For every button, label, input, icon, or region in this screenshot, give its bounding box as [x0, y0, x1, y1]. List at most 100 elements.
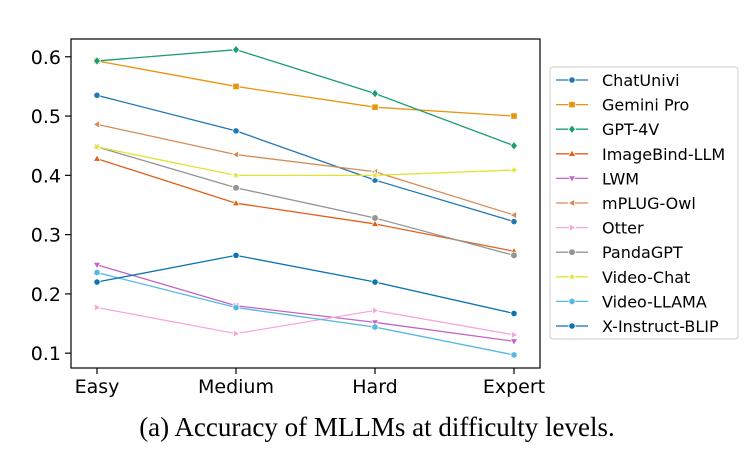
series-line: [96, 146, 515, 256]
data-point: [509, 338, 519, 346]
legend-marker: [568, 76, 576, 84]
data-point: [510, 217, 518, 226]
legend-marker: [567, 175, 577, 184]
data-point: [372, 306, 380, 315]
data-point: [510, 112, 518, 120]
data-point: [232, 303, 240, 312]
legend-label: ImageBind-LLM: [602, 145, 725, 164]
data-point: [92, 154, 102, 162]
series-line: [96, 60, 515, 117]
legend-item: PandaGPT: [556, 243, 683, 262]
legend-item: ChatUnivi: [556, 71, 680, 90]
legend-label: Video-LLAMA: [602, 292, 707, 311]
legend-item: Otter: [556, 219, 644, 238]
data-point: [93, 91, 101, 99]
x-tick-label: Expert: [483, 376, 545, 398]
legend-label: LWM: [602, 169, 639, 188]
data-point: [231, 198, 241, 207]
y-axis: 0.1 0.2 0.3 0.4 0.5 0.6: [31, 47, 71, 365]
series-line: [96, 306, 515, 336]
legend-label: mPLUG-Owl: [602, 194, 696, 213]
series-pandagpt: [93, 143, 518, 260]
legend-item: LWM: [556, 169, 639, 188]
data-point: [371, 103, 379, 111]
data-point: [93, 278, 101, 286]
figure-caption: (a) Accuracy of MLLMs at difficulty leve…: [139, 412, 615, 442]
y-tick-label: 0.2: [31, 284, 61, 306]
series-line: [96, 158, 515, 252]
y-tick-label: 0.1: [31, 343, 61, 365]
legend-label: Gemini Pro: [602, 96, 689, 115]
data-point: [510, 309, 518, 318]
y-tick-label: 0.4: [31, 165, 61, 187]
series-line: [96, 94, 515, 223]
data-point: [232, 82, 240, 91]
y-tick-label: 0.3: [31, 225, 61, 247]
series-line: [96, 264, 515, 342]
data-point: [370, 88, 380, 99]
data-point: [371, 323, 379, 332]
series-gemini-pro: [93, 57, 518, 120]
legend: ChatUnivi Gemini Pro GPT-4V ImageBind-LLM LW…: [549, 66, 739, 340]
legend-item: ImageBind-LLM: [556, 145, 725, 164]
legend-marker: [568, 322, 576, 330]
data-point: [92, 119, 100, 129]
data-point: [509, 140, 519, 151]
plot-area: [70, 38, 541, 369]
series-gpt-4v: [92, 44, 519, 151]
legend-frame: [549, 66, 739, 340]
series-line: [96, 49, 515, 147]
series-chatunivi: [93, 91, 518, 226]
series-lwm: [92, 261, 519, 346]
data-point: [231, 150, 239, 159]
series-layer: [91, 44, 520, 359]
series-line: [96, 123, 515, 216]
legend-label: ChatUnivi: [602, 71, 680, 90]
x-axis: Easy Medium Hard Expert: [75, 368, 545, 398]
legend-item: Video-Chat: [556, 268, 690, 287]
x-tick-label: Medium: [198, 376, 274, 398]
data-point: [371, 278, 379, 286]
series-line: [96, 146, 515, 176]
data-point: [511, 330, 519, 340]
x-tick-label: Hard: [352, 376, 397, 398]
legend-item: mPLUG-Owl: [556, 194, 696, 213]
data-point: [509, 210, 517, 220]
data-point: [508, 164, 520, 175]
accuracy-line-chart: 0.10.20.30.40.50.6 Easy Medium Hard Expert …: [31, 38, 739, 398]
legend-item: GPT-4V: [556, 120, 659, 139]
legend-marker: [568, 101, 576, 109]
legend-item: X-Instruct-BLIP: [556, 317, 719, 336]
data-point: [232, 184, 240, 192]
series-video-chat: [91, 141, 520, 180]
legend-marker: [568, 297, 576, 306]
data-point: [370, 319, 380, 327]
legend-label: PandaGPT: [602, 243, 683, 262]
data-point: [510, 350, 518, 359]
legend-marker: [567, 198, 575, 208]
y-tick-label: 0.5: [31, 106, 61, 128]
data-point: [233, 329, 241, 338]
legend-marker: [569, 223, 577, 232]
data-point: [232, 127, 240, 135]
legend-item: Gemini Pro: [556, 96, 689, 115]
data-point: [92, 55, 102, 66]
legend-marker: [567, 149, 577, 157]
legend-label: Otter: [602, 219, 644, 238]
y-tick-label: 0.6: [31, 47, 61, 69]
legend-item: Video-LLAMA: [556, 292, 707, 311]
data-point: [369, 169, 381, 180]
legend-marker: [568, 248, 576, 256]
legend-label: Video-Chat: [602, 268, 690, 287]
data-point: [231, 44, 241, 55]
series-video-llama: [93, 268, 518, 359]
legend-label: GPT-4V: [602, 120, 659, 139]
series-line: [96, 254, 515, 315]
data-point: [93, 268, 101, 277]
data-point: [510, 251, 518, 260]
data-point: [370, 219, 380, 227]
legend-marker: [566, 271, 578, 282]
legend-marker: [567, 124, 577, 135]
x-tick-label: Easy: [75, 376, 120, 398]
data-point: [92, 261, 102, 270]
